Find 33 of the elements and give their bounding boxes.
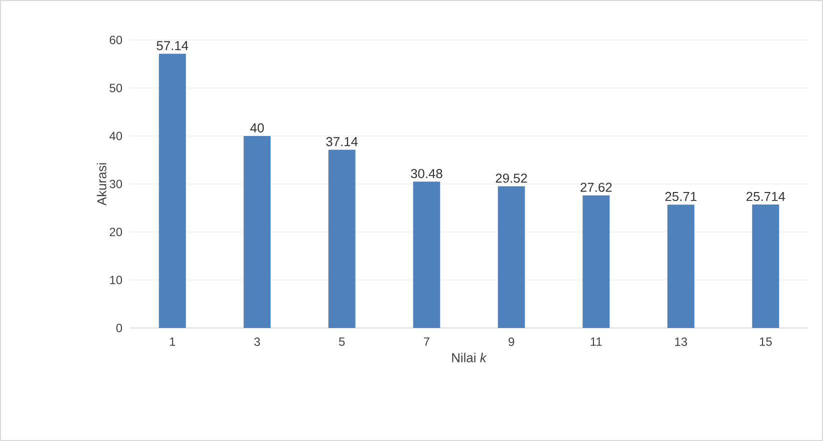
data-label: 57.14 <box>156 41 188 50</box>
x-tick-label: 9 <box>508 338 514 346</box>
bar <box>158 54 186 328</box>
data-label: 29.52 <box>496 174 527 183</box>
data-label: 25.714 <box>746 192 786 202</box>
x-tick-label: 13 <box>675 338 688 346</box>
bar <box>752 204 780 328</box>
x-tick-label: 15 <box>760 338 772 346</box>
bar <box>244 136 271 328</box>
bar <box>328 150 356 328</box>
x-tick-label: 3 <box>254 338 260 346</box>
data-label: 30.48 <box>410 168 442 178</box>
bar <box>667 204 694 328</box>
y-tick-label: 0 <box>116 324 122 332</box>
y-tick-label: 50 <box>110 84 122 92</box>
x-tick-label: 1 <box>170 338 176 346</box>
y-tick-label: 60 <box>110 36 122 44</box>
bar <box>582 195 610 328</box>
bar <box>498 186 525 328</box>
y-tick-label: 20 <box>110 228 122 236</box>
data-label: 37.14 <box>326 137 358 146</box>
data-label: 40 <box>250 123 264 132</box>
data-label: 27.62 <box>580 182 612 192</box>
x-tick-label: 11 <box>590 338 602 346</box>
y-axis-title: Akurasi <box>96 163 106 206</box>
data-label: 25.71 <box>665 192 696 202</box>
x-tick-label: 7 <box>424 338 430 346</box>
bar <box>413 182 440 328</box>
y-tick-label: 40 <box>109 132 122 140</box>
x-tick-label: 5 <box>339 338 345 346</box>
y-tick-label: 30 <box>110 180 122 188</box>
x-axis-title: Nilai k <box>452 352 487 362</box>
y-tick-label: 10 <box>110 276 122 284</box>
